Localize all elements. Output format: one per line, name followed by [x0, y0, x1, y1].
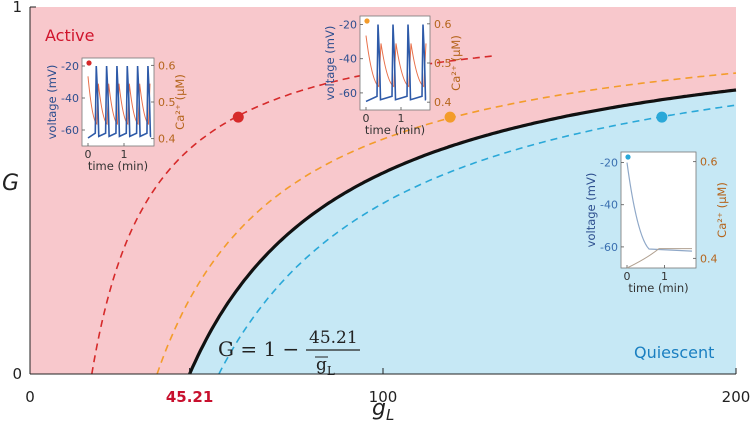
- inset-red-calcium-trace: [87, 76, 151, 126]
- inset-blue-right-tick-label-0: 0.6: [700, 156, 718, 169]
- inset-blue-left-tick-label-2: -60: [600, 241, 618, 254]
- parameter-marker-1: [444, 111, 456, 123]
- inset-orange-x-label: time (min): [365, 123, 425, 137]
- inset-red-right-label: Ca²⁺ (µM): [173, 74, 187, 130]
- inset-orange-voltage-trace: [365, 24, 427, 103]
- formula-denominator-main: g: [316, 355, 327, 375]
- boundary-curve: [188, 88, 737, 375]
- inset-red-dot: [86, 60, 92, 66]
- x-tick-label-3: 200: [722, 388, 751, 406]
- boundary-formula: G = 1 − 45.21 gL: [218, 328, 360, 378]
- inset-red-left-tick-label-2: -60: [61, 124, 79, 137]
- inset-blue-x-tick-label-1: 1: [661, 270, 668, 283]
- region-quiescent: [189, 90, 736, 374]
- y-axis-title: G: [2, 171, 19, 196]
- inset-blue-voltage-trace: [626, 162, 693, 252]
- inset-orange-dot: [364, 18, 370, 24]
- region-label-active: Active: [45, 26, 95, 45]
- inset-orange-x-tick-label-0: 0: [363, 112, 370, 125]
- inset-blue-x-tick-label-0: 0: [624, 270, 631, 283]
- inset-red-x-tick-label-1: 1: [121, 148, 128, 161]
- inset-orange-right-tick-label-1: 0.5: [434, 57, 452, 70]
- inset-red-right-tick-label-0: 0.6: [158, 59, 176, 72]
- inset-orange-x-tick-label-1: 1: [398, 112, 405, 125]
- inset-red-left-label: voltage (mV): [45, 65, 59, 140]
- inset-orange-calcium-trace: [365, 35, 427, 88]
- x-axis-title-main: g: [372, 396, 386, 421]
- inset-red-right-tick-label-2: 0.4: [158, 133, 176, 146]
- inset-blue-left-tick-label-1: -40: [600, 199, 618, 212]
- inset-red-left-tick-label-1: -40: [61, 92, 79, 105]
- inset-blue-left-label: voltage (mV): [584, 173, 598, 248]
- region-label-quiescent: Quiescent: [634, 343, 714, 362]
- inset-blue-right-tick-label-1: 0.4: [700, 252, 718, 265]
- y-tick-label-0: 0: [12, 365, 22, 383]
- x-tick-label-1: 45.21: [166, 388, 213, 406]
- formula-denominator-sub: L: [327, 364, 335, 378]
- inset-orange-right-tick-label-0: 0.6: [434, 18, 452, 31]
- inset-orange-left-tick-label-2: -60: [339, 87, 357, 100]
- inset-blue-right-label: Ca²⁺ (µM): [715, 182, 729, 238]
- inset-orange-left-tick-label-0: -20: [339, 19, 357, 32]
- parameter-marker-0: [232, 111, 244, 123]
- x-tick-label-2: 100: [369, 388, 398, 406]
- formula-numerator: 45.21: [309, 328, 358, 348]
- formula-denominator: gL: [316, 355, 335, 378]
- inset-red-right-tick-label-1: 0.5: [158, 96, 176, 109]
- inset-red-x-label: time (min): [88, 159, 148, 173]
- inset-blue-dot: [625, 154, 631, 160]
- inset-blue-x-label: time (min): [628, 281, 688, 295]
- inset-orange-left-label: voltage (mV): [323, 26, 337, 101]
- x-axis-title-sub: L: [386, 406, 394, 422]
- x-axis-title: gL: [372, 396, 394, 422]
- y-tick-label-1: 1: [12, 0, 22, 16]
- inset-blue-left-tick-label-0: -20: [600, 157, 618, 170]
- dashed-curve-1: [156, 72, 737, 375]
- inset-red-left-tick-label-0: -20: [61, 60, 79, 73]
- formula-lhs: G = 1 −: [218, 337, 299, 361]
- inset-red-voltage-trace: [87, 65, 152, 139]
- x-tick-label-0: 0: [25, 388, 35, 406]
- parameter-marker-2: [656, 111, 668, 123]
- inset-orange-left-tick-label-1: -40: [339, 53, 357, 66]
- inset-blue-calcium-trace: [626, 248, 692, 269]
- dashed-curve-2: [218, 104, 737, 375]
- inset-red-x-tick-label-0: 0: [85, 148, 92, 161]
- inset-orange-right-label: Ca²⁺ (µM): [449, 35, 463, 91]
- region-labels: Active Quiescent: [45, 26, 714, 362]
- inset-orange-right-tick-label-2: 0.4: [434, 96, 452, 109]
